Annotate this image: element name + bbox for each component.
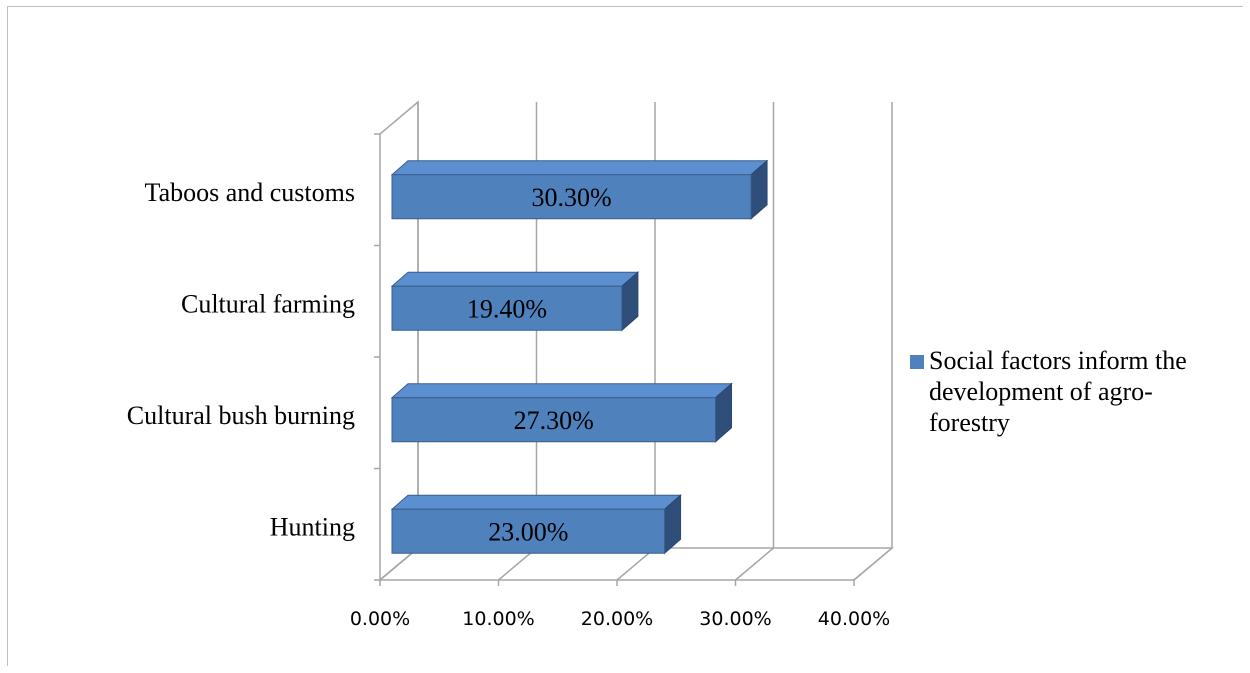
bar-front bbox=[391, 174, 752, 220]
bar-top bbox=[390, 160, 769, 176]
bar: 27.30% bbox=[390, 382, 733, 443]
category-label: Hunting bbox=[270, 512, 355, 541]
bar-front bbox=[391, 508, 666, 554]
floor-gridline bbox=[853, 547, 893, 581]
bar-front bbox=[391, 397, 717, 443]
category-labels: Hunting Cultural bush burning Cultural far… bbox=[127, 178, 355, 542]
chart-frame bbox=[7, 6, 1243, 666]
chart-bars: 23.00% 27.30% 19.40% 30.30% bbox=[390, 159, 769, 555]
x-tick-labels: 0.00% 10.00% 20.00% 30.00% 40.00% bbox=[350, 608, 890, 630]
category-label: Cultural bush burning bbox=[127, 401, 355, 430]
x-tick-label: 30.00% bbox=[699, 608, 771, 630]
category-label: Taboos and customs bbox=[145, 178, 356, 207]
bar-top bbox=[390, 271, 640, 287]
legend-swatch bbox=[910, 355, 924, 369]
bar-top bbox=[390, 383, 733, 399]
x-tick-label: 20.00% bbox=[581, 608, 653, 630]
bar-top bbox=[390, 494, 682, 510]
category-label: Cultural farming bbox=[181, 289, 355, 318]
bar-front bbox=[391, 285, 623, 331]
x-tick-label: 10.00% bbox=[462, 608, 534, 630]
x-tick-label: 0.00% bbox=[350, 608, 410, 630]
data-label: 19.40% bbox=[467, 294, 547, 323]
legend: Social factors inform the development of… bbox=[910, 345, 1210, 438]
bar: 30.30% bbox=[390, 159, 769, 220]
bar: 23.00% bbox=[390, 494, 682, 555]
x-tick-label: 40.00% bbox=[818, 608, 890, 630]
bar: 19.40% bbox=[390, 271, 640, 332]
legend-label: Social factors inform the development of… bbox=[929, 346, 1187, 437]
data-label: 23.00% bbox=[488, 517, 568, 546]
data-label: 27.30% bbox=[514, 406, 594, 435]
floor-gridline bbox=[735, 547, 774, 581]
data-label: 30.30% bbox=[531, 183, 611, 212]
